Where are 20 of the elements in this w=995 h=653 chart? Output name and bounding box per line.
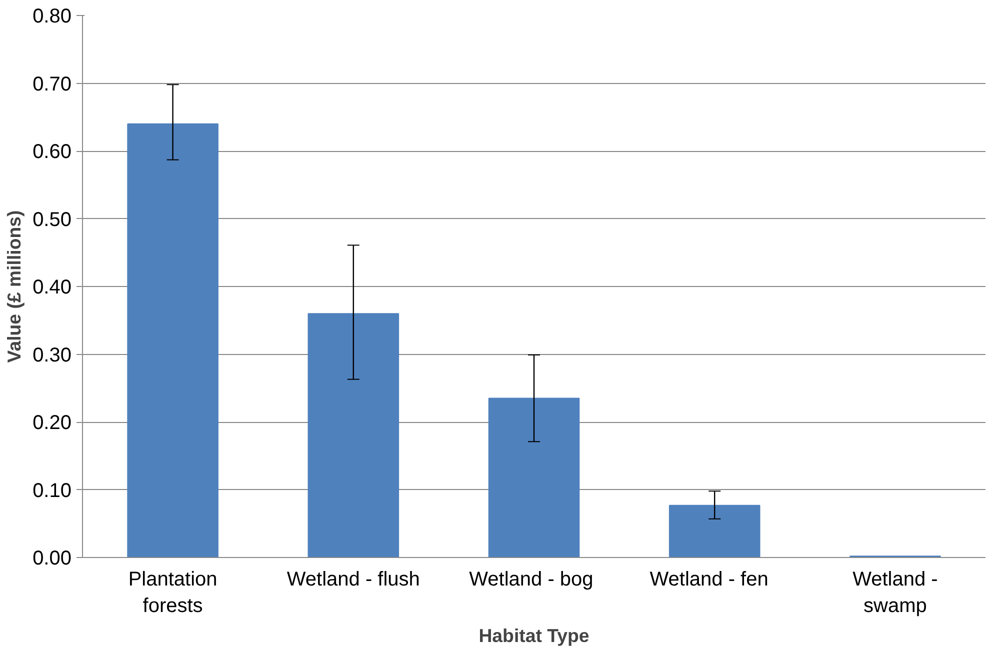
- y-tick-label: 0.20: [32, 412, 72, 434]
- x-tick-label: Wetland - fen: [650, 568, 768, 590]
- x-tick-label: Wetland - flush: [286, 568, 420, 590]
- bar: [127, 123, 218, 558]
- y-tick-label: 0.40: [32, 276, 72, 298]
- x-tick-label: Plantation forests: [128, 568, 218, 617]
- bar: [308, 313, 400, 558]
- y-tick-label: 0.50: [32, 208, 72, 231]
- x-tick-label: Wetland - swamp: [852, 568, 938, 617]
- y-tick-label: 0.10: [32, 480, 72, 502]
- y-tick-label: 0.30: [32, 344, 72, 366]
- x-axis-title: Habitat Type: [478, 624, 590, 646]
- bar: [488, 398, 580, 558]
- y-tick-label: 0.70: [32, 73, 72, 96]
- x-tick-label: Wetland - bog: [469, 568, 594, 590]
- y-tick-label: 0.80: [32, 6, 72, 28]
- y-axis-title: Value (£ millions): [4, 210, 25, 363]
- y-tick-label: 0.60: [32, 141, 72, 163]
- y-tick-label: 0.00: [32, 548, 72, 570]
- bar: [668, 504, 760, 558]
